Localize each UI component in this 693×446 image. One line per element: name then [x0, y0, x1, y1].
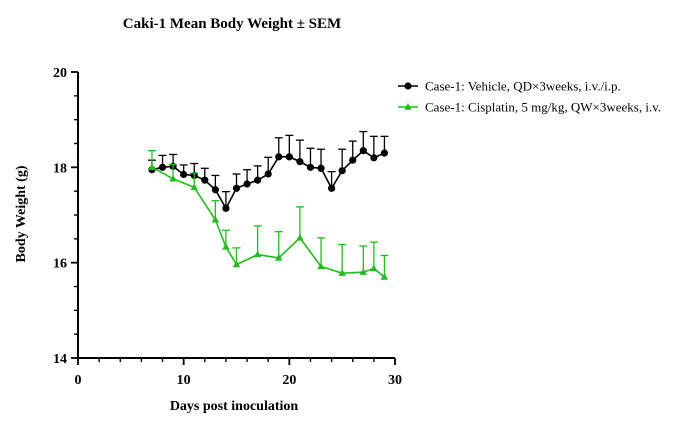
y-tick-label: 18 — [53, 161, 67, 176]
data-point — [328, 184, 336, 192]
legend-item-1: Case-1: Vehicle, QD×3weeks, i.v./i.p. — [398, 79, 621, 94]
x-tick-label: 30 — [388, 373, 402, 388]
data-point — [222, 204, 230, 212]
data-point — [296, 233, 304, 241]
data-point — [317, 164, 325, 172]
data-point — [380, 149, 389, 157]
data-point — [338, 269, 346, 276]
data-point — [243, 180, 251, 188]
data-point — [264, 170, 272, 178]
data-point — [148, 163, 156, 171]
legend-label: Case-1: Cisplatin, 5 mg/kg, QW×3weeks, i… — [425, 100, 661, 115]
data-point — [201, 176, 209, 184]
x-tick-label: 0 — [75, 373, 82, 388]
data-point — [190, 183, 198, 191]
data-point — [370, 264, 378, 272]
data-point — [275, 153, 283, 161]
data-point — [211, 215, 220, 223]
data-point — [317, 262, 325, 270]
data-point — [296, 158, 304, 166]
legend-item-2: Case-1: Cisplatin, 5 mg/kg, QW×3weeks, i… — [398, 100, 661, 115]
data-point — [285, 153, 293, 161]
data-point — [169, 174, 177, 182]
data-point — [306, 163, 315, 171]
series-1 — [147, 130, 389, 212]
data-point — [158, 163, 167, 171]
data-point — [359, 147, 367, 155]
plot-area — [147, 130, 389, 280]
data-point — [380, 273, 389, 280]
data-point — [338, 167, 346, 175]
chart-title: Caki-1 Mean Body Weight ± SEM — [123, 16, 341, 32]
data-point — [254, 176, 262, 184]
data-point — [359, 268, 368, 275]
data-point — [211, 186, 219, 194]
data-point — [349, 156, 357, 164]
series-line — [151, 166, 385, 278]
legend-label: Case-1: Vehicle, QD×3weeks, i.v./i.p. — [425, 79, 621, 94]
y-axis-label: Body Weight (g) — [14, 165, 29, 262]
series-2 — [147, 149, 389, 280]
x-axis-label: Days post inoculation — [170, 399, 299, 414]
y-tick-label: 20 — [53, 66, 67, 81]
data-point — [232, 260, 241, 268]
y-tick-label: 16 — [53, 257, 67, 272]
axes: 0 10 20 30 14 16 18 20 — [53, 66, 402, 388]
data-point — [222, 243, 230, 250]
legend-marker — [404, 82, 412, 90]
x-tick-label: 20 — [282, 373, 296, 388]
data-point — [180, 170, 188, 179]
data-point — [232, 184, 241, 192]
data-point — [275, 254, 283, 261]
x-tick-label: 10 — [177, 373, 191, 388]
legend-marker — [404, 103, 412, 110]
legend: Case-1: Vehicle, QD×3weeks, i.v./i.p. Cas… — [398, 79, 661, 115]
y-tick-label: 14 — [53, 352, 67, 367]
data-point — [253, 250, 262, 258]
data-point — [370, 154, 378, 162]
